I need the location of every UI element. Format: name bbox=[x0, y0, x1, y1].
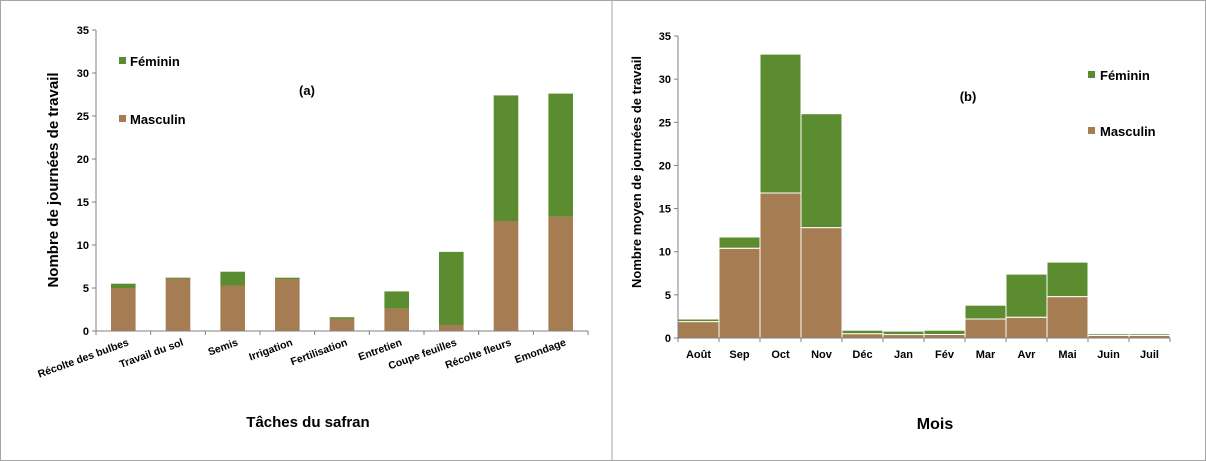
bar-masculin-nov bbox=[800, 227, 843, 339]
x-tick-label-b: Oct bbox=[771, 349, 790, 361]
x-tick-label-b: Sep bbox=[729, 349, 749, 361]
x-tick-label-b: Juin bbox=[1097, 349, 1120, 361]
legend-swatch-masculin-b bbox=[1088, 127, 1095, 134]
bar-feminin-mar bbox=[964, 304, 1007, 320]
bar-feminin-fev bbox=[923, 329, 966, 336]
y-axis-title-a: Nombre de journées de travail bbox=[45, 72, 62, 287]
y-tick-label-a: 35 bbox=[77, 25, 89, 37]
bar-masculin-sep bbox=[718, 247, 761, 339]
x-tick-label-b: Août bbox=[686, 349, 711, 361]
bar-masculin-mai bbox=[1046, 296, 1089, 339]
y-tick-label-b: 20 bbox=[659, 160, 671, 172]
x-axis-title-a: Tâches du safran bbox=[246, 414, 369, 431]
bar-masculin-aout bbox=[677, 321, 720, 339]
bar-masculin-coupe-feuilles bbox=[439, 325, 464, 331]
legend-swatch-feminin-b bbox=[1088, 71, 1095, 78]
bar-feminin-dec bbox=[841, 329, 884, 335]
bar-feminin-semis bbox=[220, 271, 245, 286]
chart-panel-b: (b) Mois Nombre moyen de journées de tra… bbox=[629, 31, 1171, 433]
x-tick-label-b: Déc bbox=[852, 349, 872, 361]
panel-label-a: (a) bbox=[299, 83, 315, 98]
legend-label-masculin-b: Masculin bbox=[1100, 124, 1156, 139]
bar-feminin-travail-du-sol bbox=[165, 277, 191, 279]
bar-feminin-fertilisation bbox=[329, 317, 355, 319]
bar-feminin-juil bbox=[1128, 333, 1171, 336]
bar-masculin-fev bbox=[923, 334, 966, 339]
y-axis-title-b: Nombre moyen de journées de travail bbox=[629, 56, 644, 288]
x-tick-label-b: Mar bbox=[976, 349, 996, 361]
y-tick-label-b: 5 bbox=[665, 290, 671, 302]
legend-b: Féminin Masculin bbox=[1088, 68, 1156, 139]
x-tick-label-b: Avr bbox=[1018, 349, 1037, 361]
panel-label-b: (b) bbox=[960, 89, 977, 104]
bar-masculin-emondage bbox=[548, 216, 573, 331]
bar-feminin-entretien bbox=[384, 291, 409, 309]
legend-label-feminin-a: Féminin bbox=[130, 54, 180, 69]
bar-feminin-recolte-fleurs bbox=[493, 95, 519, 221]
y-tick-label-b: 0 bbox=[665, 333, 671, 345]
x-axis-title-b: Mois bbox=[917, 416, 954, 433]
bar-feminin-irrigation bbox=[275, 277, 300, 280]
x-tick-label-b: Mai bbox=[1058, 349, 1076, 361]
legend-swatch-masculin-a bbox=[119, 115, 126, 122]
y-tick-label-a: 30 bbox=[77, 68, 89, 80]
y-tick-label-a: 5 bbox=[83, 283, 89, 295]
bar-feminin-recolte-des-bulbes bbox=[111, 283, 136, 288]
bar-feminin-aout bbox=[677, 318, 720, 323]
bar-feminin-sep bbox=[718, 236, 761, 249]
y-tick-label-a: 20 bbox=[77, 154, 89, 166]
y-tick-label-b: 35 bbox=[659, 31, 671, 43]
y-tick-label-b: 30 bbox=[659, 74, 671, 86]
bar-masculin-entretien bbox=[384, 308, 409, 331]
y-tick-label-a: 0 bbox=[83, 326, 89, 338]
legend-swatch-feminin-a bbox=[119, 57, 126, 64]
bar-masculin-oct bbox=[759, 192, 802, 339]
bar-masculin-recolte-fleurs bbox=[493, 220, 519, 331]
legend-a: Féminin Masculin bbox=[119, 54, 186, 127]
bar-feminin-avr bbox=[1005, 273, 1048, 318]
y-tick-label-a: 25 bbox=[77, 111, 89, 123]
x-tick-label-b: Fév bbox=[935, 349, 955, 361]
bar-masculin-recolte-des-bulbes bbox=[111, 288, 136, 331]
x-tick-label-b: Jan bbox=[894, 349, 913, 361]
bar-feminin-juin bbox=[1087, 333, 1130, 336]
bar-masculin-semis bbox=[220, 285, 245, 331]
x-tick-label-b: Juil bbox=[1140, 349, 1159, 361]
bar-masculin-fertilisation bbox=[329, 319, 355, 331]
bar-masculin-travail-du-sol bbox=[165, 278, 191, 331]
bar-feminin-coupe-feuilles bbox=[439, 251, 464, 325]
bar-feminin-jan bbox=[882, 330, 925, 336]
bar-feminin-oct bbox=[759, 53, 802, 194]
bar-feminin-mai bbox=[1046, 261, 1089, 298]
x-tick-label-b: Nov bbox=[811, 349, 833, 361]
bar-masculin-avr bbox=[1005, 316, 1048, 339]
bar-feminin-emondage bbox=[548, 93, 573, 217]
y-tick-label-a: 15 bbox=[77, 197, 89, 209]
y-tick-label-a: 10 bbox=[77, 240, 89, 252]
legend-label-feminin-b: Féminin bbox=[1100, 68, 1150, 83]
y-tick-label-b: 15 bbox=[659, 204, 671, 216]
y-tick-label-b: 10 bbox=[659, 247, 671, 259]
bar-feminin-nov bbox=[800, 113, 843, 229]
legend-label-masculin-a: Masculin bbox=[130, 112, 186, 127]
bar-masculin-irrigation bbox=[275, 279, 300, 331]
y-tick-label-b: 25 bbox=[659, 117, 671, 129]
bar-masculin-mar bbox=[964, 318, 1007, 339]
bar-masculin-dec bbox=[841, 333, 884, 339]
